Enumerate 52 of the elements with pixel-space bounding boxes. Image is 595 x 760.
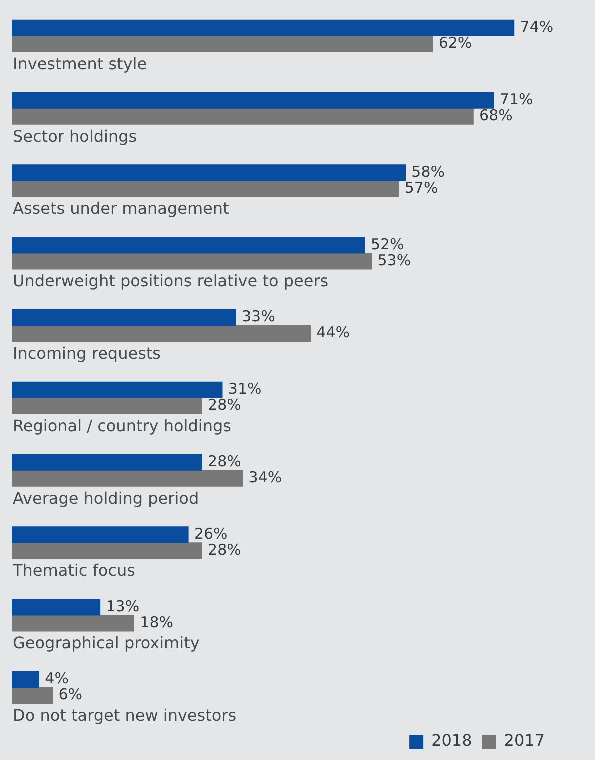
y-tick-label: Underweight positions relative to peers bbox=[13, 272, 329, 291]
legend-label: 2017 bbox=[504, 731, 545, 750]
y-tick-label: Do not target new investors bbox=[13, 706, 237, 725]
bar bbox=[12, 470, 244, 487]
data-label: 53% bbox=[378, 251, 412, 270]
data-label: 4% bbox=[45, 670, 69, 688]
data-label: 57% bbox=[404, 178, 438, 197]
y-tick-label: Incoming requests bbox=[13, 344, 162, 363]
data-label: 33% bbox=[242, 308, 276, 326]
bar bbox=[12, 253, 372, 270]
bar bbox=[12, 325, 311, 342]
data-label: 71% bbox=[500, 90, 534, 108]
data-label: 28% bbox=[208, 452, 242, 470]
data-label: 28% bbox=[208, 540, 242, 559]
data-label: 18% bbox=[140, 613, 174, 632]
legend-label: 2018 bbox=[432, 731, 472, 750]
bar bbox=[12, 615, 135, 632]
y-tick-label: Sector holdings bbox=[13, 126, 138, 146]
y-tick-label: Investment style bbox=[13, 54, 148, 74]
y-tick-label: Assets under management bbox=[13, 199, 230, 218]
bar bbox=[12, 398, 202, 415]
bar bbox=[12, 237, 366, 254]
bar bbox=[12, 92, 494, 109]
data-label: 28% bbox=[208, 396, 242, 414]
data-label: 31% bbox=[228, 380, 262, 398]
bar bbox=[12, 382, 223, 399]
bar bbox=[12, 180, 400, 198]
data-label: 74% bbox=[520, 18, 554, 36]
bar bbox=[12, 164, 406, 182]
y-tick-label: Average holding period bbox=[13, 488, 200, 508]
bar bbox=[12, 454, 202, 471]
data-label: 13% bbox=[106, 597, 140, 616]
bar bbox=[12, 687, 54, 704]
data-label: 6% bbox=[58, 686, 83, 704]
bar bbox=[12, 309, 236, 326]
bar bbox=[12, 20, 515, 37]
bar bbox=[12, 36, 434, 53]
data-label: 68% bbox=[480, 106, 513, 124]
y-tick-label: Regional / country holdings bbox=[13, 416, 232, 436]
bar bbox=[12, 599, 101, 616]
data-label: 62% bbox=[438, 34, 472, 52]
data-label: 26% bbox=[194, 524, 228, 543]
data-label: 58% bbox=[412, 162, 446, 181]
bar bbox=[12, 671, 40, 688]
bar bbox=[12, 542, 202, 560]
data-label: 44% bbox=[316, 324, 350, 342]
data-label: 52% bbox=[370, 235, 404, 254]
data-label: 34% bbox=[248, 468, 282, 486]
y-tick-label: Geographical proximity bbox=[13, 634, 200, 653]
bar bbox=[12, 108, 474, 125]
bar bbox=[12, 526, 189, 544]
y-tick-label: Thematic focus bbox=[12, 561, 136, 580]
